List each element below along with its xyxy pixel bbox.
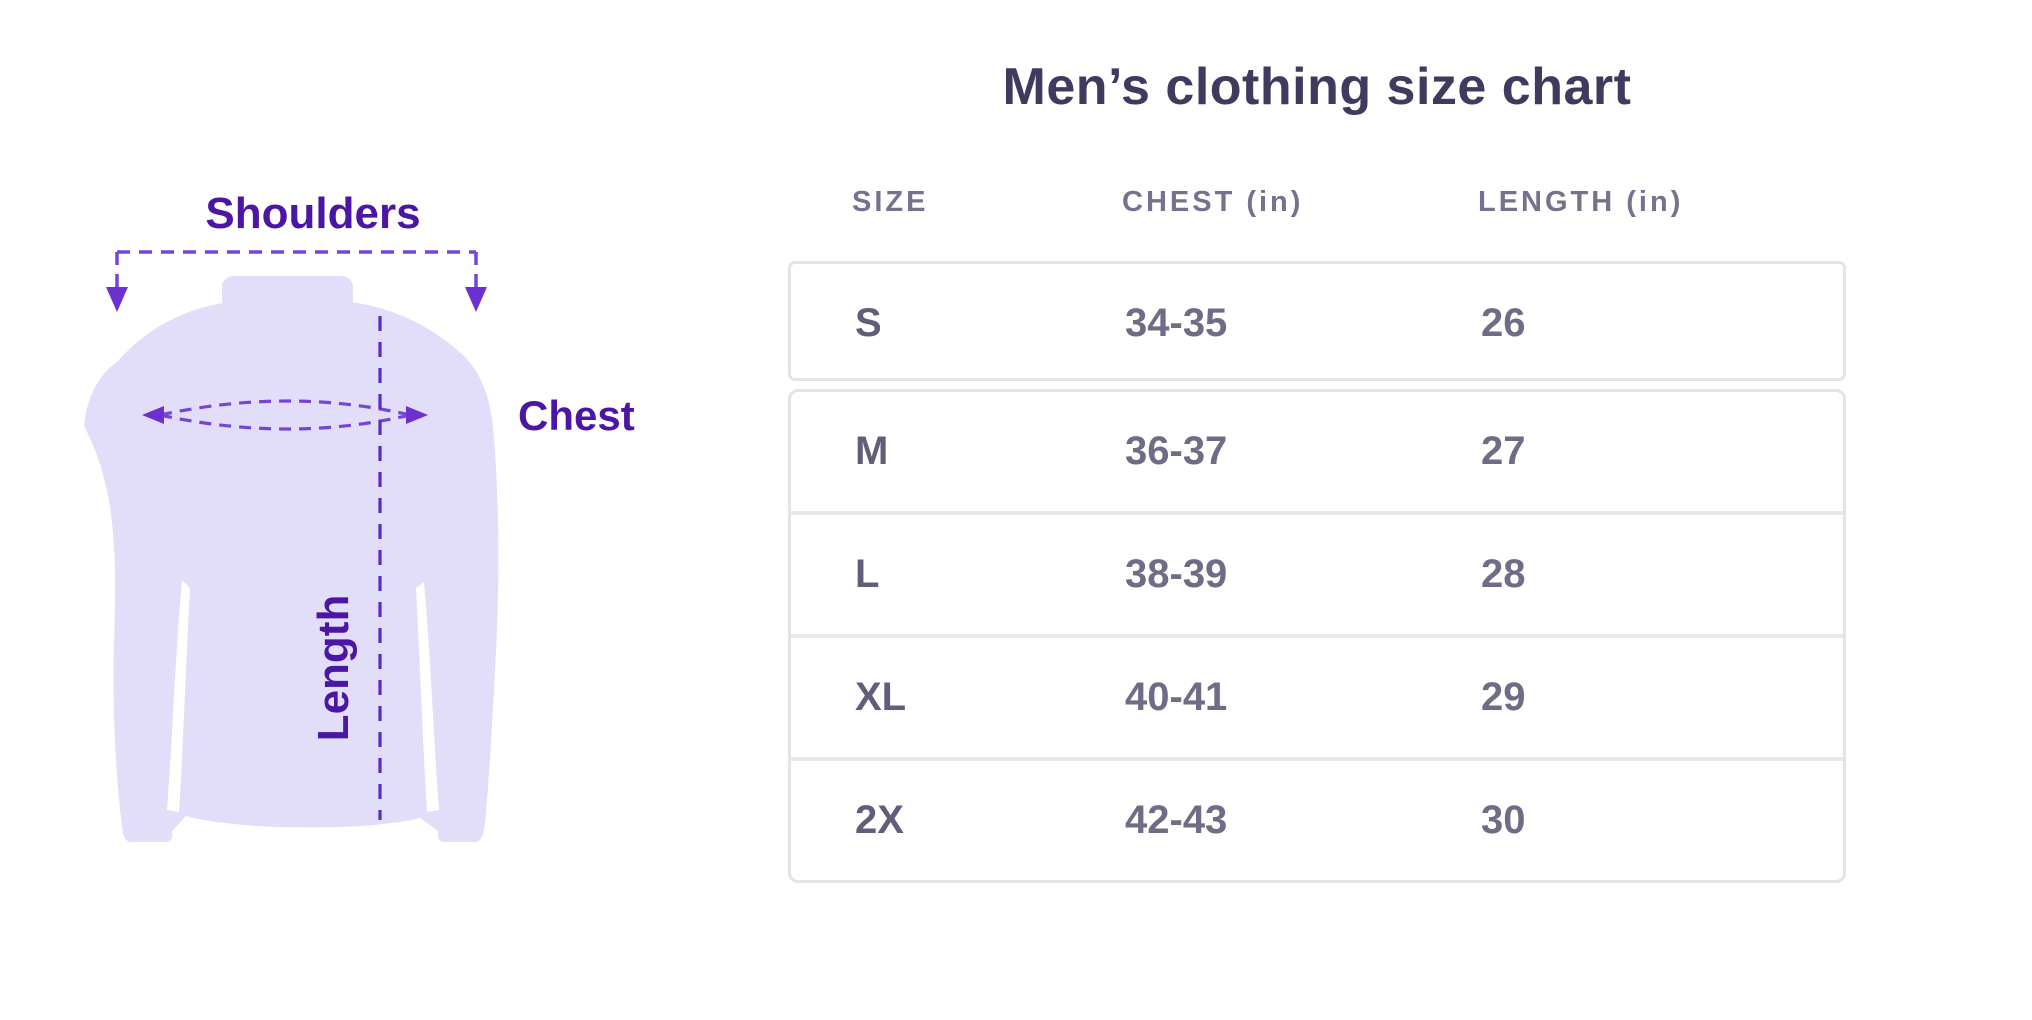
chest-label: Chest [518, 392, 635, 439]
shirt-left-sleeve-gap [167, 580, 190, 812]
size-rows-card-m-2x: M 36-37 27 L 38-39 28 XL 40-41 29 2X 42-… [788, 389, 1846, 883]
length-cell: 27 [1481, 429, 1526, 473]
length-cell: 29 [1481, 675, 1526, 719]
chest-cell: 34-35 [1125, 300, 1228, 345]
table-row: M 36-37 27 [791, 392, 1843, 511]
size-cell: M [855, 429, 889, 473]
chest-cell: 42-43 [1125, 798, 1228, 842]
column-header-size: SIZE [852, 186, 929, 218]
chest-cell: 38-39 [1125, 552, 1228, 596]
table-row: L 38-39 28 [791, 511, 1843, 634]
shoulders-measure-bracket [115, 250, 478, 288]
size-cell: 2X [855, 798, 904, 842]
shirt-right-sleeve-gap [416, 582, 439, 812]
shirt-silhouette [84, 302, 499, 842]
column-header-length: LENGTH (in) [1478, 186, 1684, 218]
length-label: Length [309, 595, 358, 742]
shoulders-label: Shoulders [205, 189, 420, 238]
size-cell: L [855, 552, 880, 596]
chest-cell: 40-41 [1125, 675, 1228, 719]
size-cell: XL [855, 675, 907, 719]
shirt-diagram-svg: Shoulders Chest Length [84, 189, 635, 842]
chest-cell: 36-37 [1125, 429, 1228, 473]
shoulders-right-arrow-icon [465, 287, 487, 312]
page-title: Men’s clothing size chart [1002, 58, 1632, 116]
table-header-row: SIZE CHEST (in) LENGTH (in) [788, 186, 1846, 219]
table-row: 2X 42-43 30 [791, 757, 1843, 880]
chest-left-arrow-icon [142, 406, 164, 424]
table-row: S 34-35 26 [791, 264, 1843, 382]
column-header-chest: CHEST (in) [1122, 186, 1304, 218]
shoulders-left-arrow-icon [106, 287, 128, 312]
table-row: XL 40-41 29 [791, 634, 1843, 757]
size-row-card-s: S 34-35 26 [788, 261, 1846, 381]
size-cell: S [855, 300, 882, 345]
size-chart: Men’s clothing size chart SIZE CHEST (in… [788, 56, 1846, 883]
chest-right-arrow-icon [406, 406, 428, 424]
length-cell: 30 [1481, 798, 1526, 842]
length-cell: 26 [1481, 300, 1526, 345]
shirt-measurement-diagram: Shoulders Chest Length [40, 150, 680, 870]
length-cell: 28 [1481, 552, 1526, 596]
